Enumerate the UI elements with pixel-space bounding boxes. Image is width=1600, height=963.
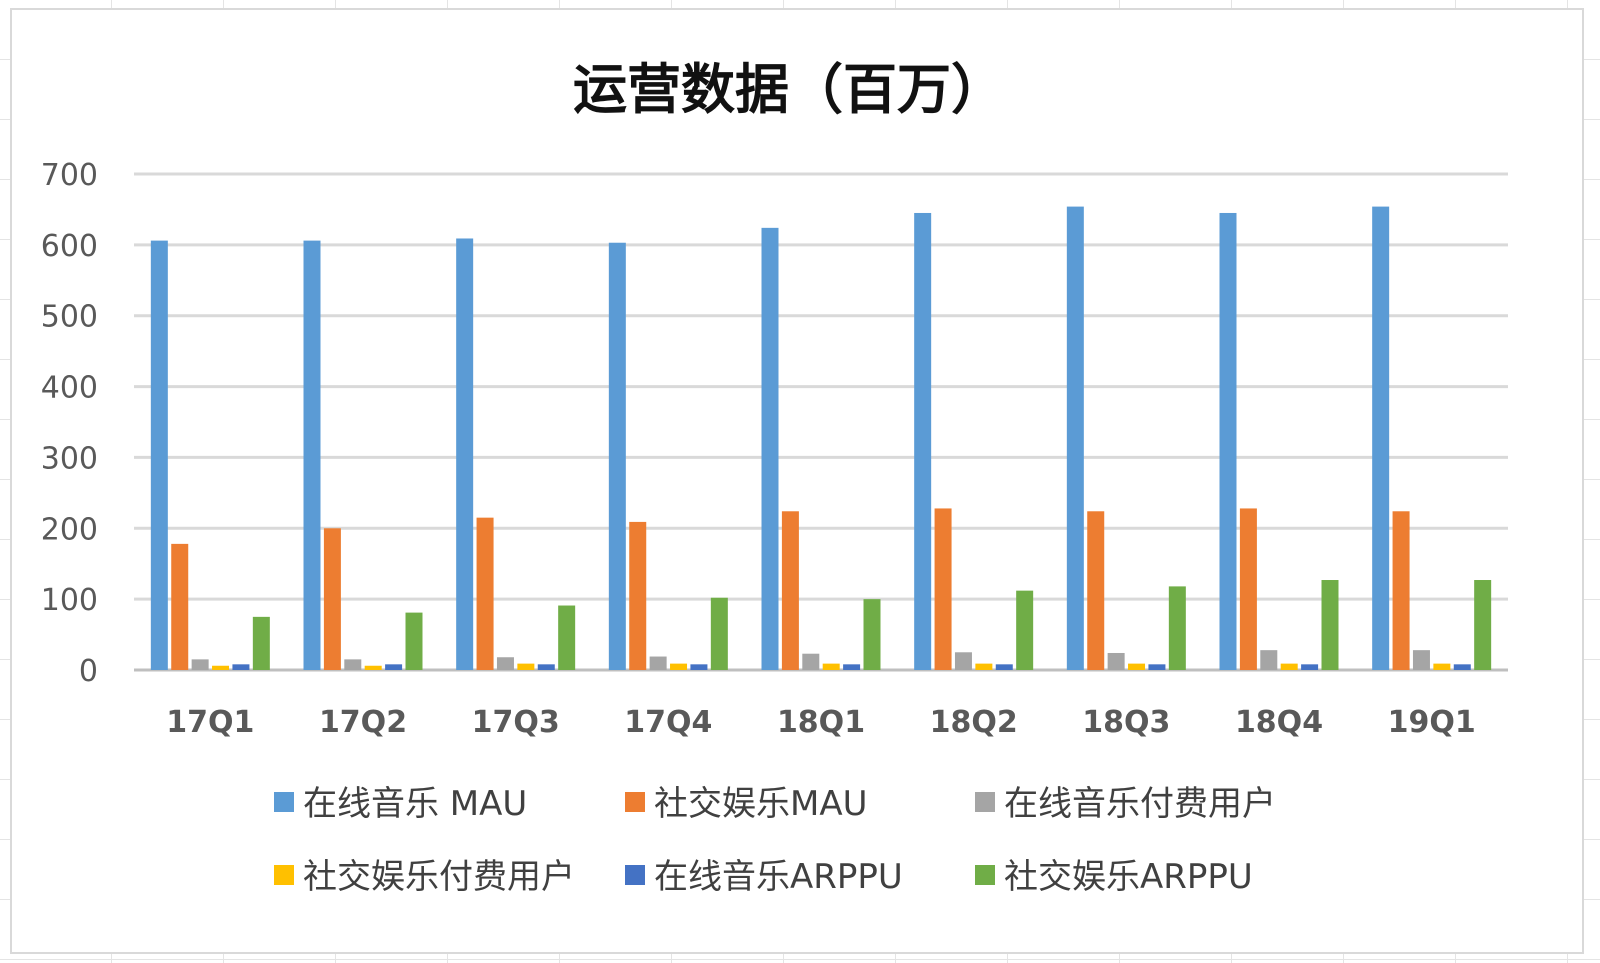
bar-17Q3-series-4 — [517, 663, 535, 670]
bar-17Q4-series-2 — [629, 521, 647, 670]
legend-label: 在线音乐ARPPU — [654, 857, 903, 897]
bar-17Q2-series-5 — [385, 664, 403, 670]
bar-17Q4-series-6 — [710, 597, 728, 670]
bar-17Q4-series-1 — [608, 242, 626, 670]
legend-swatch — [274, 792, 294, 812]
legend-item[interactable]: 在线音乐付费用户 — [975, 784, 1276, 824]
x-axis-ticks: 17Q1 17Q2 17Q3 17Q4 18Q1 18Q2 18Q3 18Q4 19Q1 — [166, 705, 1475, 740]
y-tick-label: 100 — [41, 583, 98, 618]
x-tick-label: 17Q3 — [472, 705, 560, 740]
legend-label: 在线音乐 MAU — [303, 784, 527, 824]
legend-item[interactable]: 在线音乐 MAU — [274, 784, 527, 824]
legend-item[interactable]: 在线音乐ARPPU — [625, 857, 903, 897]
bar-18Q2-series-3 — [954, 652, 972, 670]
bar-18Q4-series-4 — [1280, 663, 1298, 670]
bar-18Q2-series-2 — [934, 508, 952, 670]
bar-18Q1-series-3 — [802, 653, 820, 670]
bar-17Q2-series-1 — [303, 240, 321, 670]
bar-18Q1-series-1 — [761, 227, 779, 670]
bar-18Q1-series-5 — [843, 664, 861, 670]
bar-17Q2-series-6 — [405, 612, 423, 670]
y-tick-label: 600 — [41, 229, 98, 264]
bar-17Q2-series-4 — [364, 665, 382, 670]
bar-17Q1-series-5 — [232, 664, 250, 670]
x-tick-label: 17Q1 — [166, 705, 254, 740]
bar-18Q3-series-5 — [1148, 664, 1166, 670]
bar-18Q4-series-1 — [1219, 212, 1237, 670]
bar-17Q2-series-3 — [344, 659, 362, 670]
chart-title: 运营数据（百万） — [573, 58, 1005, 121]
legend-item[interactable]: 社交娱乐付费用户 — [274, 857, 575, 897]
chart-area[interactable]: 运营数据（百万） 0 100 200 300 400 500 600 700 17Q1 17Q2… — [10, 8, 1584, 954]
bar-19Q1-series-5 — [1453, 664, 1471, 670]
bar-17Q1-series-4 — [212, 665, 230, 670]
bar-18Q4-series-5 — [1301, 664, 1319, 670]
x-tick-label: 19Q1 — [1388, 705, 1476, 740]
bars — [150, 206, 1492, 671]
bar-17Q2-series-2 — [323, 528, 341, 670]
y-tick-label: 0 — [79, 654, 98, 689]
bar-19Q1-series-6 — [1474, 580, 1492, 670]
bar-17Q4-series-4 — [670, 663, 688, 670]
bar-18Q2-series-1 — [914, 212, 932, 670]
bar-17Q3-series-3 — [496, 657, 514, 670]
bar-18Q3-series-2 — [1087, 511, 1105, 670]
legend-label: 社交娱乐MAU — [654, 784, 867, 824]
bar-18Q1-series-2 — [781, 511, 799, 670]
bar-17Q1-series-1 — [150, 240, 168, 670]
bar-19Q1-series-3 — [1412, 650, 1430, 670]
bar-18Q2-series-4 — [975, 663, 993, 670]
gridlines — [134, 172, 1508, 672]
bar-17Q3-series-6 — [558, 605, 576, 670]
x-tick-label: 18Q1 — [777, 705, 865, 740]
bar-17Q1-series-6 — [252, 616, 270, 670]
y-tick-label: 700 — [41, 158, 98, 193]
legend-swatch — [975, 865, 995, 885]
bar-17Q1-series-3 — [191, 659, 209, 670]
bar-17Q3-series-5 — [537, 664, 555, 670]
legend-label: 社交娱乐ARPPU — [1004, 857, 1253, 897]
bar-chart: 运营数据（百万） 0 100 200 300 400 500 600 700 17Q1 17Q2… — [41, 58, 1508, 897]
legend-label: 社交娱乐付费用户 — [303, 857, 575, 897]
bar-18Q2-series-5 — [995, 664, 1013, 670]
bar-18Q3-series-6 — [1168, 586, 1186, 670]
x-tick-label: 17Q2 — [319, 705, 407, 740]
legend-swatch — [625, 792, 645, 812]
bar-17Q3-series-1 — [456, 238, 474, 671]
bar-17Q3-series-2 — [476, 517, 494, 670]
bar-17Q1-series-2 — [171, 543, 189, 670]
bar-19Q1-series-4 — [1433, 663, 1451, 670]
legend-item[interactable]: 社交娱乐MAU — [625, 784, 867, 824]
y-tick-label: 300 — [41, 441, 98, 476]
bar-18Q1-series-4 — [822, 663, 840, 670]
bar-19Q1-series-2 — [1392, 511, 1410, 670]
bar-17Q4-series-5 — [690, 664, 708, 670]
bar-18Q3-series-3 — [1107, 652, 1125, 670]
legend-item[interactable]: 社交娱乐ARPPU — [975, 857, 1253, 897]
bar-18Q4-series-3 — [1260, 650, 1278, 670]
bar-18Q3-series-1 — [1066, 206, 1084, 670]
bar-17Q4-series-3 — [649, 656, 667, 670]
bar-18Q3-series-4 — [1128, 663, 1146, 670]
y-tick-label: 500 — [41, 300, 98, 335]
x-tick-label: 18Q3 — [1082, 705, 1170, 740]
legend-swatch — [625, 865, 645, 885]
legend-label: 在线音乐付费用户 — [1004, 784, 1276, 824]
y-tick-label: 400 — [41, 371, 98, 406]
y-tick-label: 200 — [41, 512, 98, 547]
legend-swatch — [274, 865, 294, 885]
legend-swatch — [975, 792, 995, 812]
bar-18Q1-series-6 — [863, 599, 881, 670]
x-tick-label: 18Q4 — [1235, 705, 1323, 740]
bar-18Q4-series-2 — [1239, 508, 1257, 670]
bar-18Q4-series-6 — [1321, 580, 1339, 670]
bar-19Q1-series-1 — [1372, 206, 1390, 670]
x-tick-label: 18Q2 — [930, 705, 1018, 740]
bar-18Q2-series-6 — [1016, 590, 1034, 670]
x-tick-label: 17Q4 — [624, 705, 712, 740]
y-axis-ticks: 0 100 200 300 400 500 600 700 — [41, 158, 98, 689]
